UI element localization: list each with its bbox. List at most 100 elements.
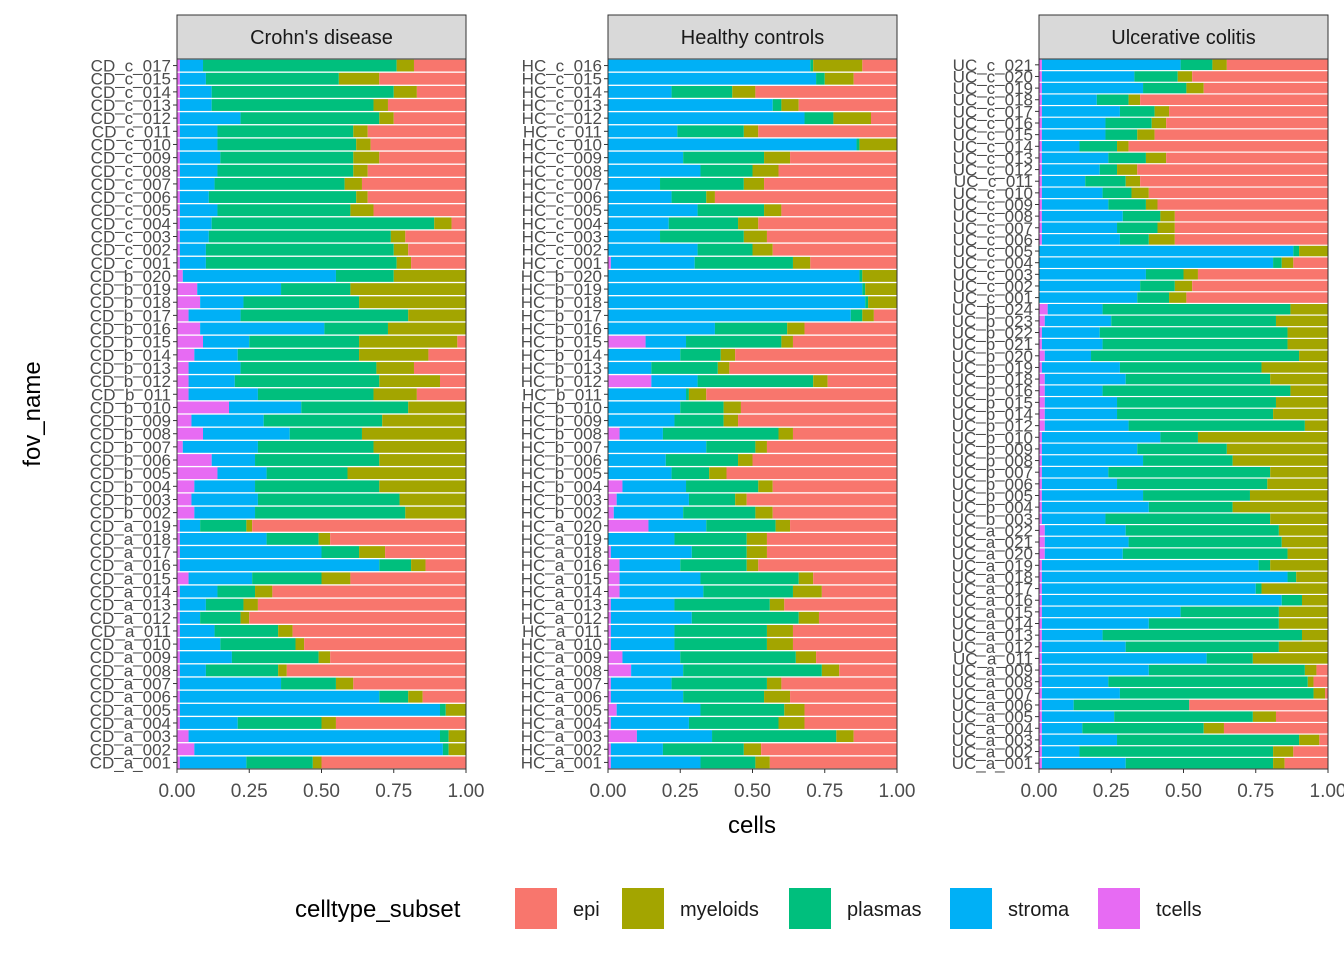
- bar-row: [1039, 59, 1328, 71]
- y-tick-label: UC_a_017: [952, 580, 1033, 599]
- bar-segment-stroma: [608, 230, 661, 243]
- bar-row: [608, 717, 897, 729]
- bar-segment-myeloids: [359, 546, 386, 558]
- bar-row: [177, 664, 466, 677]
- bar-segment-stroma: [608, 362, 652, 374]
- bar-row: [1039, 548, 1328, 559]
- y-tick-label: UC_c_017: [953, 102, 1033, 121]
- bar-segment-stroma: [1044, 420, 1129, 431]
- bar-segment-myeloids: [278, 625, 293, 637]
- bar-row: [177, 322, 466, 335]
- bar-segment-myeloids: [778, 427, 793, 440]
- y-tick-label: CD_c_013: [91, 96, 171, 115]
- bar-segment-epi: [772, 506, 897, 519]
- bar-segment-epi: [781, 204, 897, 217]
- bar-segment-stroma: [1041, 676, 1109, 687]
- bar-segment-epi: [416, 388, 466, 401]
- bar-segment-epi: [853, 72, 897, 85]
- bar-segment-stroma: [608, 401, 681, 414]
- bar-segment-myeloids: [743, 125, 759, 138]
- bar-segment-stroma: [179, 664, 206, 677]
- bar-segment-myeloids: [1148, 234, 1175, 245]
- y-tick-label: CD_a_010: [90, 635, 171, 654]
- bar-row: [1039, 525, 1328, 536]
- bar-segment-myeloids: [318, 651, 331, 664]
- bar-segment-stroma: [1044, 525, 1126, 536]
- bar-segment-stroma: [636, 730, 713, 743]
- bar-segment-tcells: [177, 572, 189, 585]
- bar-segment-plasmas: [257, 388, 374, 401]
- bar-segment-myeloids: [408, 309, 466, 322]
- bar-segment-stroma: [1041, 82, 1144, 94]
- bar-segment-plasmas: [1108, 152, 1146, 164]
- bar-segment-stroma: [608, 204, 698, 217]
- bar-row: [608, 559, 897, 572]
- bar-segment-stroma: [179, 756, 247, 769]
- bar-segment-myeloids: [755, 440, 767, 453]
- bar-segment-epi: [792, 427, 897, 440]
- bar-segment-plasmas: [662, 743, 744, 756]
- bar-segment-epi: [1140, 94, 1328, 105]
- bar-segment-stroma: [1044, 536, 1129, 548]
- bar-segment-epi: [792, 625, 897, 637]
- y-tick-label: CD_b_007: [90, 438, 171, 457]
- y-tick-label: CD_a_003: [90, 727, 171, 746]
- bar-row: [177, 506, 466, 519]
- bar-segment-plasmas: [859, 270, 863, 282]
- x-tick-label: 0.25: [1093, 781, 1130, 802]
- panel-strip: [607, 14, 898, 60]
- bar-segment-plasmas: [301, 401, 409, 414]
- bar-segment-stroma: [1041, 501, 1149, 513]
- bar-segment-tcells: [608, 611, 611, 624]
- y-tick-label: HC_a_018: [521, 543, 602, 562]
- bar-segment-plasmas: [810, 59, 814, 72]
- bar-segment-myeloids: [1270, 513, 1328, 524]
- bar-segment-stroma: [608, 296, 866, 309]
- bar-segment-stroma: [1041, 699, 1074, 711]
- bar-segment-myeloids: [1287, 548, 1328, 559]
- bar-segment-epi: [1313, 676, 1328, 687]
- bar-segment-myeloids: [1278, 618, 1328, 629]
- bar-segment-myeloids: [359, 296, 466, 309]
- bar-segment-myeloids: [335, 677, 354, 690]
- bar-segment-plasmas: [281, 283, 351, 296]
- bar-segment-stroma: [194, 348, 238, 361]
- bar-segment-stroma: [179, 677, 282, 690]
- y-tick-label: UC_a_013: [952, 626, 1033, 645]
- bar-row: [177, 191, 466, 203]
- y-tick-label: HC_a_010: [521, 635, 602, 654]
- bar-segment-myeloids: [1281, 536, 1328, 548]
- bar-segment-stroma: [179, 230, 209, 243]
- bar-row: [608, 427, 897, 440]
- bar-segment-myeloids: [1145, 152, 1167, 164]
- bar-segment-plasmas: [671, 467, 710, 480]
- bar-segment-stroma: [610, 756, 701, 769]
- bar-segment-myeloids: [836, 730, 854, 743]
- bar-segment-plasmas: [217, 585, 256, 598]
- bar-segment-stroma: [179, 651, 232, 664]
- bar-segment-tcells: [177, 309, 189, 322]
- bar-segment-stroma: [179, 546, 322, 558]
- bar-row: [608, 59, 897, 72]
- bar-segment-stroma: [188, 375, 235, 388]
- bar-segment-tcells: [177, 59, 180, 72]
- bar-segment-tcells: [608, 743, 611, 756]
- bar-segment-stroma: [1041, 152, 1109, 164]
- bar-segment-myeloids: [1281, 257, 1294, 268]
- bar-segment-epi: [1140, 175, 1328, 187]
- bar-row: [177, 454, 466, 466]
- bar-segment-tcells: [608, 546, 611, 558]
- bar-row: [1039, 222, 1328, 234]
- bar-segment-stroma: [179, 191, 209, 203]
- y-tick-label: UC_a_008: [952, 673, 1033, 692]
- bar-segment-epi: [853, 730, 897, 743]
- y-tick-label: HC_b_020: [521, 267, 602, 286]
- y-tick-label: HC_b_012: [521, 372, 602, 391]
- bar-segment-myeloids: [1267, 478, 1328, 490]
- bar-segment-stroma: [608, 138, 857, 151]
- y-tick-label: UC_b_014: [952, 405, 1033, 424]
- bar-segment-myeloids: [1275, 397, 1328, 408]
- bar-segment-plasmas: [1128, 420, 1305, 431]
- bar-segment-epi: [758, 217, 897, 230]
- y-tick-label: CD_c_011: [92, 122, 171, 141]
